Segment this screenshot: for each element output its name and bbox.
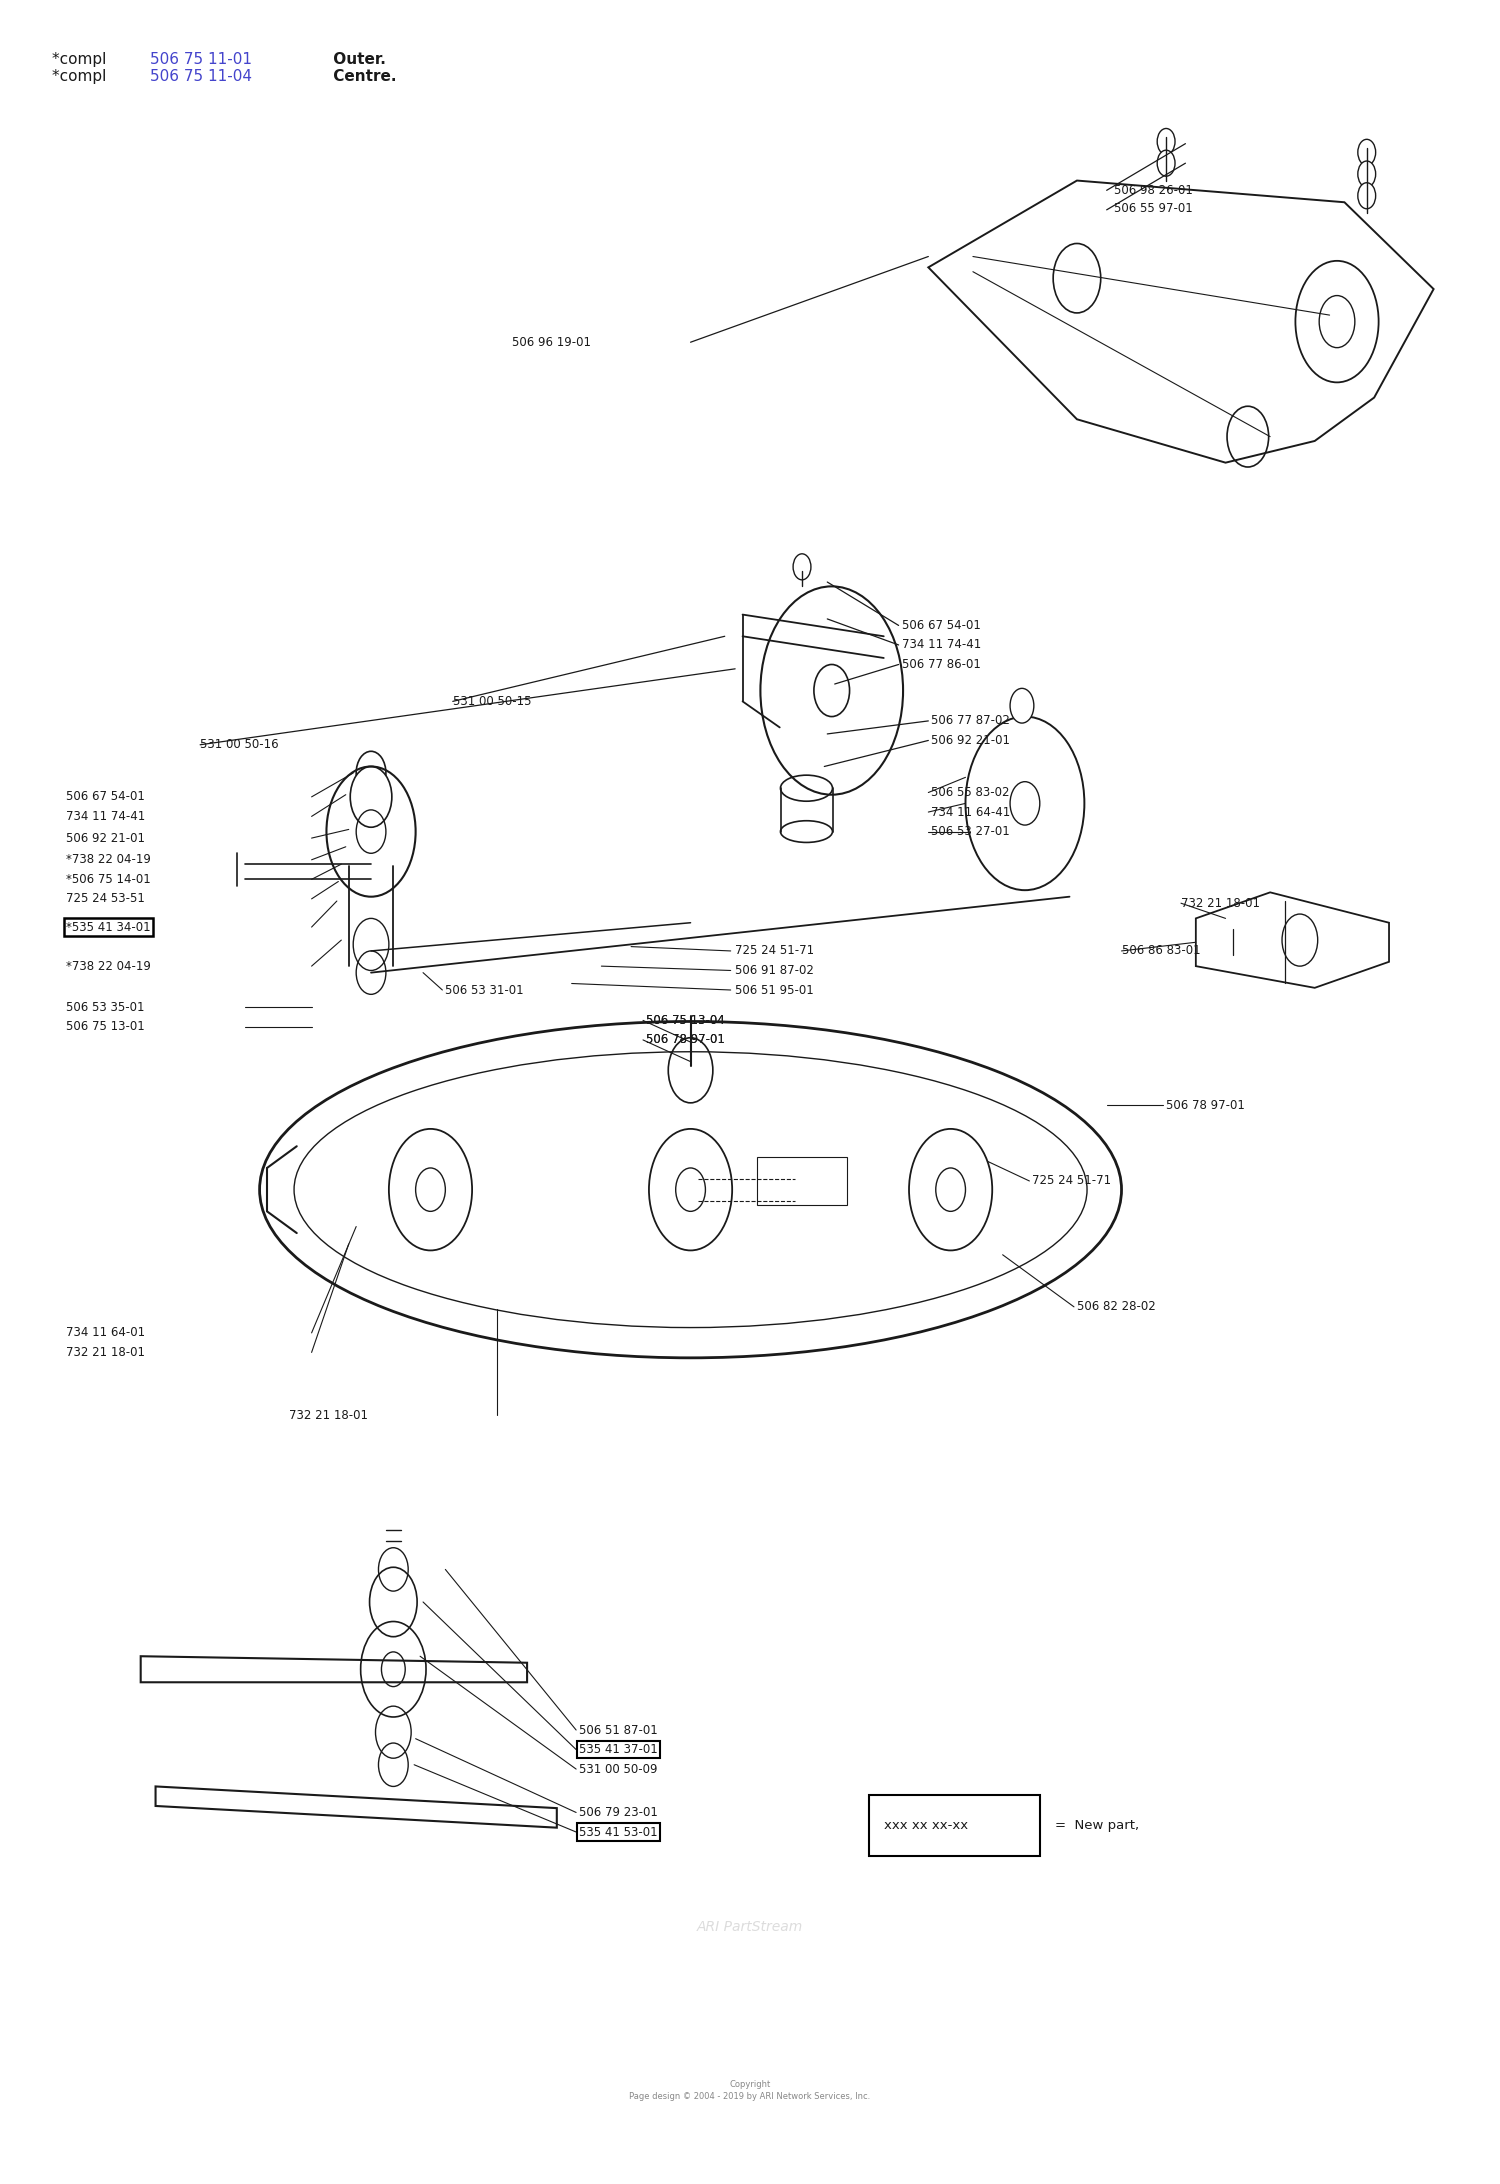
Text: 725 24 51-71: 725 24 51-71 bbox=[1032, 1175, 1112, 1188]
Text: 506 77 86-01: 506 77 86-01 bbox=[902, 657, 981, 670]
Text: 506 98 26-01: 506 98 26-01 bbox=[1114, 183, 1192, 197]
Circle shape bbox=[350, 767, 392, 828]
Text: 506 75 13-04: 506 75 13-04 bbox=[646, 1013, 724, 1026]
Circle shape bbox=[1358, 183, 1376, 210]
Text: 506 78 97-01: 506 78 97-01 bbox=[646, 1033, 724, 1046]
Bar bbox=[758, 1158, 846, 1206]
Text: 725 24 53-51: 725 24 53-51 bbox=[66, 893, 146, 906]
Text: Centre.: Centre. bbox=[328, 70, 396, 83]
Text: 506 67 54-01: 506 67 54-01 bbox=[902, 618, 981, 631]
Text: *506 75 14-01: *506 75 14-01 bbox=[66, 874, 152, 887]
Text: 506 51 87-01: 506 51 87-01 bbox=[579, 1723, 658, 1736]
Text: 506 78 97-01: 506 78 97-01 bbox=[1166, 1099, 1245, 1112]
Text: *738 22 04-19: *738 22 04-19 bbox=[66, 959, 152, 972]
Circle shape bbox=[356, 751, 386, 795]
Text: 535 41 37-01: 535 41 37-01 bbox=[579, 1743, 658, 1756]
Text: 506 55 97-01: 506 55 97-01 bbox=[1114, 203, 1192, 216]
Text: 506 82 28-02: 506 82 28-02 bbox=[1077, 1299, 1155, 1313]
Text: 506 67 54-01: 506 67 54-01 bbox=[66, 791, 146, 804]
Text: 506 77 87-02: 506 77 87-02 bbox=[932, 714, 1010, 727]
Text: Outer.: Outer. bbox=[328, 52, 386, 66]
Text: 506 96 19-01: 506 96 19-01 bbox=[512, 336, 591, 349]
Text: 734 11 74-41: 734 11 74-41 bbox=[66, 810, 146, 823]
Text: 506 91 87-02: 506 91 87-02 bbox=[735, 963, 815, 976]
Text: 506 92 21-01: 506 92 21-01 bbox=[932, 734, 1011, 747]
Text: *738 22 04-19: *738 22 04-19 bbox=[66, 854, 152, 867]
Text: 506 79 23-01: 506 79 23-01 bbox=[579, 1806, 658, 1819]
Text: 732 21 18-01: 732 21 18-01 bbox=[290, 1409, 369, 1422]
Text: 506 53 35-01: 506 53 35-01 bbox=[66, 1000, 146, 1013]
Text: 725 24 51-71: 725 24 51-71 bbox=[735, 943, 815, 957]
Circle shape bbox=[1156, 129, 1174, 155]
Text: xxx xx xx-xx: xxx xx xx-xx bbox=[884, 1819, 968, 1832]
Text: =  New part,: = New part, bbox=[1054, 1819, 1138, 1832]
Bar bbox=[868, 1795, 1039, 1856]
Text: 732 21 18-01: 732 21 18-01 bbox=[1180, 898, 1260, 911]
Text: 506 75 13-04: 506 75 13-04 bbox=[646, 1013, 724, 1026]
Text: 535 41 53-01: 535 41 53-01 bbox=[579, 1826, 657, 1839]
Text: *compl: *compl bbox=[51, 70, 111, 83]
Text: 531 00 50-16: 531 00 50-16 bbox=[200, 738, 279, 751]
Text: *compl: *compl bbox=[51, 52, 111, 66]
Circle shape bbox=[1358, 140, 1376, 166]
Text: 734 11 64-41: 734 11 64-41 bbox=[932, 806, 1011, 819]
Text: 734 11 74-41: 734 11 74-41 bbox=[902, 638, 981, 651]
Text: 732 21 18-01: 732 21 18-01 bbox=[66, 1345, 146, 1358]
Text: 734 11 64-01: 734 11 64-01 bbox=[66, 1326, 146, 1339]
Text: 506 53 31-01: 506 53 31-01 bbox=[446, 983, 524, 996]
Text: 506 53 27-01: 506 53 27-01 bbox=[932, 826, 1010, 839]
Text: 506 78 97-01: 506 78 97-01 bbox=[646, 1033, 724, 1046]
Text: ARI PartStream: ARI PartStream bbox=[698, 1920, 802, 1935]
Circle shape bbox=[1156, 151, 1174, 177]
Text: 531 00 50-09: 531 00 50-09 bbox=[579, 1762, 657, 1776]
Text: 506 55 83-02: 506 55 83-02 bbox=[932, 786, 1010, 799]
Text: 531 00 50-15: 531 00 50-15 bbox=[453, 695, 531, 708]
Text: 506 86 83-01: 506 86 83-01 bbox=[1122, 943, 1200, 957]
Text: 506 92 21-01: 506 92 21-01 bbox=[66, 832, 146, 845]
Text: *535 41 34-01: *535 41 34-01 bbox=[66, 922, 152, 933]
Text: 506 75 13-01: 506 75 13-01 bbox=[66, 1020, 146, 1033]
Circle shape bbox=[1010, 688, 1034, 723]
Text: 506 51 95-01: 506 51 95-01 bbox=[735, 983, 815, 996]
Circle shape bbox=[1358, 162, 1376, 188]
Text: Copyright
Page design © 2004 - 2019 by ARI Network Services, Inc.: Copyright Page design © 2004 - 2019 by A… bbox=[630, 2079, 870, 2101]
Text: 506 75 11-01: 506 75 11-01 bbox=[150, 52, 252, 66]
Circle shape bbox=[794, 555, 812, 581]
Text: 506 75 11-04: 506 75 11-04 bbox=[150, 70, 252, 83]
